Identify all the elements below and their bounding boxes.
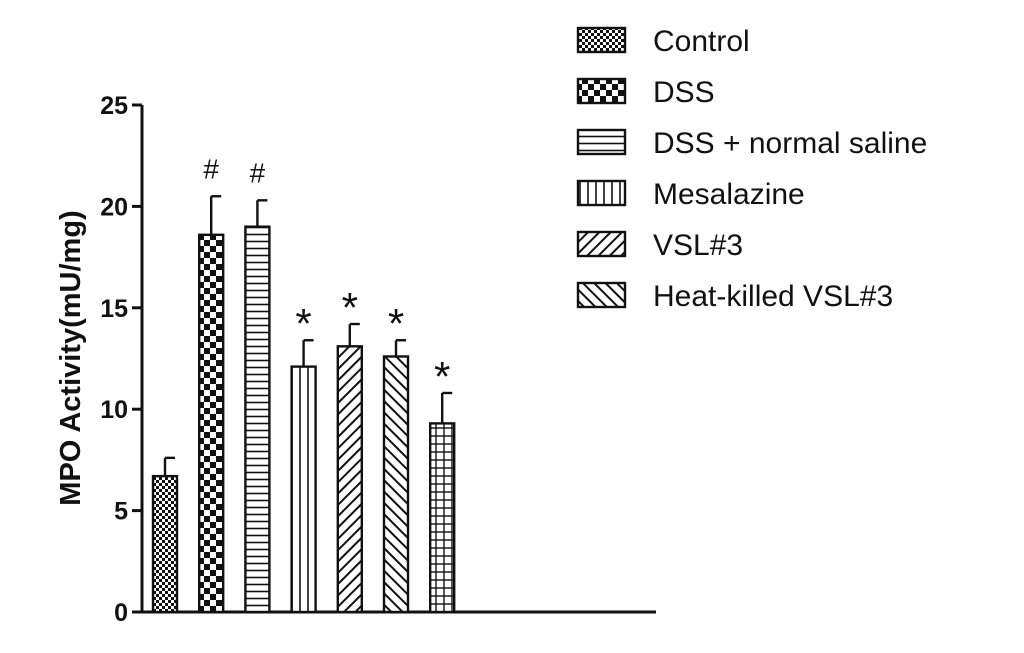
bar <box>382 355 410 614</box>
y-tick-label: 20 <box>100 193 128 221</box>
bar <box>336 345 363 614</box>
significance-star-label: * <box>342 284 358 331</box>
legend-label: DSS + normal saline <box>653 127 927 160</box>
y-axis: 0 5 10 15 20 25 <box>100 92 144 627</box>
legend-item: Control <box>576 25 750 58</box>
y-axis-title: MPO Activity(mU/mg) <box>55 210 87 505</box>
bar-group: # <box>197 153 225 614</box>
legend-swatch <box>576 281 627 309</box>
bar-group: * <box>429 353 456 614</box>
y-tick-label: 5 <box>114 498 128 526</box>
bar-group: * <box>382 300 410 614</box>
legend-swatch <box>576 128 627 156</box>
bar-group: # <box>244 157 271 614</box>
bar-group: * <box>290 300 317 614</box>
bars: # # * * * * <box>151 153 456 614</box>
y-tick-label: 10 <box>100 396 128 424</box>
legend-item: VSL#3 <box>576 229 743 262</box>
bar <box>151 474 179 614</box>
significance-hash-label: # <box>203 153 219 184</box>
significance-hash-label: # <box>250 157 266 188</box>
bar-group <box>151 456 179 614</box>
legend-label: Heat-killed VSL#3 <box>653 280 893 313</box>
legend: Control DSS DSS + normal saline Mesalazine V… <box>576 25 927 313</box>
y-tick-label: 25 <box>100 92 128 120</box>
significance-star-label: * <box>434 353 450 400</box>
legend-label: Control <box>653 25 750 58</box>
legend-item: Heat-killed VSL#3 <box>576 280 893 313</box>
bar <box>197 233 225 614</box>
significance-star-label: * <box>388 300 404 347</box>
bar <box>244 225 271 614</box>
y-tick-label: 0 <box>114 599 128 627</box>
legend-label: VSL#3 <box>653 229 743 262</box>
legend-swatch <box>576 26 627 54</box>
legend-swatch <box>576 179 627 207</box>
legend-label: DSS <box>653 76 715 109</box>
legend-item: Mesalazine <box>576 178 805 211</box>
legend-item: DSS <box>576 76 715 109</box>
bar <box>429 422 456 614</box>
legend-swatch <box>576 230 627 258</box>
bar-group: * <box>336 284 363 614</box>
legend-label: Mesalazine <box>653 178 805 211</box>
bar <box>290 365 317 614</box>
significance-star-label: * <box>295 300 311 347</box>
y-tick-label: 15 <box>100 295 128 323</box>
legend-swatch <box>576 77 627 105</box>
legend-item: DSS + normal saline <box>576 127 927 160</box>
